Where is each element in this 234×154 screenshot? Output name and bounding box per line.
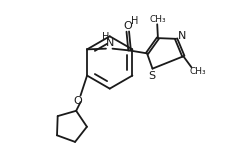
Text: H: H [102, 32, 109, 42]
Text: CH₃: CH₃ [190, 67, 206, 76]
Text: O: O [74, 96, 82, 106]
Text: H: H [131, 16, 138, 26]
Text: N: N [105, 38, 114, 48]
Text: O: O [123, 21, 132, 31]
Text: S: S [148, 71, 155, 81]
Text: N: N [178, 31, 186, 41]
Text: CH₃: CH₃ [150, 15, 166, 24]
